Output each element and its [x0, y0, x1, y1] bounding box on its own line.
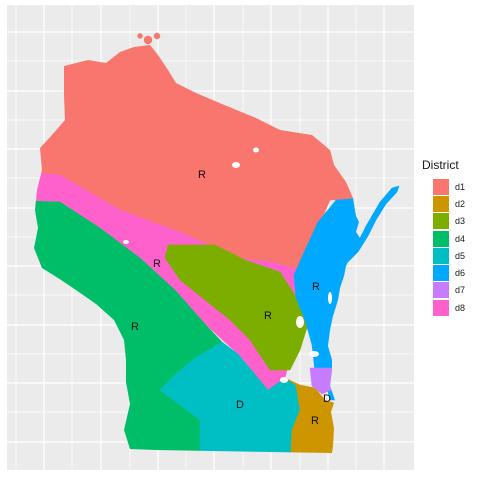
- district-d1-islands: [137, 32, 161, 45]
- party-label-d5: D: [236, 399, 244, 411]
- legend-label-d4: d4: [455, 233, 466, 244]
- legend-item-d6: d6: [420, 264, 466, 282]
- legend-swatch-d3: [433, 213, 449, 230]
- party-label-d6: R: [312, 281, 320, 293]
- legend-item-d1: d1: [420, 178, 465, 195]
- legend-item-d4: d4: [420, 230, 465, 247]
- district-d7: [309, 367, 337, 395]
- water-features: [123, 147, 332, 383]
- legend-title: District: [422, 158, 459, 172]
- legend-swatch-d5: [433, 247, 449, 264]
- legend-label-d8: d8: [455, 302, 466, 313]
- party-labels: R R R R R D D R: [131, 169, 331, 427]
- district-d6-peninsula: [347, 185, 400, 263]
- legend-label-d3: d3: [455, 216, 466, 227]
- legend-label-d5: d5: [455, 250, 466, 261]
- legend-swatch-d4: [433, 230, 449, 247]
- legend-swatch-d1: [433, 178, 449, 195]
- legend-label-d2: d2: [455, 198, 466, 209]
- legend-item-d7: d7: [420, 282, 465, 299]
- legend-label-d1: d1: [455, 181, 466, 192]
- legend-label-d6: d6: [455, 268, 466, 279]
- legend-swatch-d6: [433, 265, 449, 282]
- district-d2: [284, 377, 346, 453]
- legend-item-d5: d5: [420, 247, 465, 264]
- legend-label-d7: d7: [455, 285, 466, 296]
- legend: District d1 d2 d3 d4 d5 d6 d7 d8: [420, 158, 465, 316]
- legend-item-d2: d2: [420, 195, 465, 212]
- legend-swatch-d8: [433, 299, 449, 316]
- legend-item-d8: d8: [420, 299, 465, 316]
- party-label-d4: R: [131, 321, 139, 333]
- party-label-d3: R: [264, 310, 272, 322]
- party-label-d1: R: [198, 169, 206, 181]
- party-label-d7: D: [323, 393, 331, 405]
- legend-swatch-d7: [433, 282, 449, 299]
- legend-swatch-d2: [433, 195, 449, 212]
- district-d3: [164, 244, 311, 371]
- party-label-d2: R: [311, 415, 319, 427]
- party-label-d8: R: [153, 258, 161, 270]
- legend-item-d3: d3: [420, 213, 465, 230]
